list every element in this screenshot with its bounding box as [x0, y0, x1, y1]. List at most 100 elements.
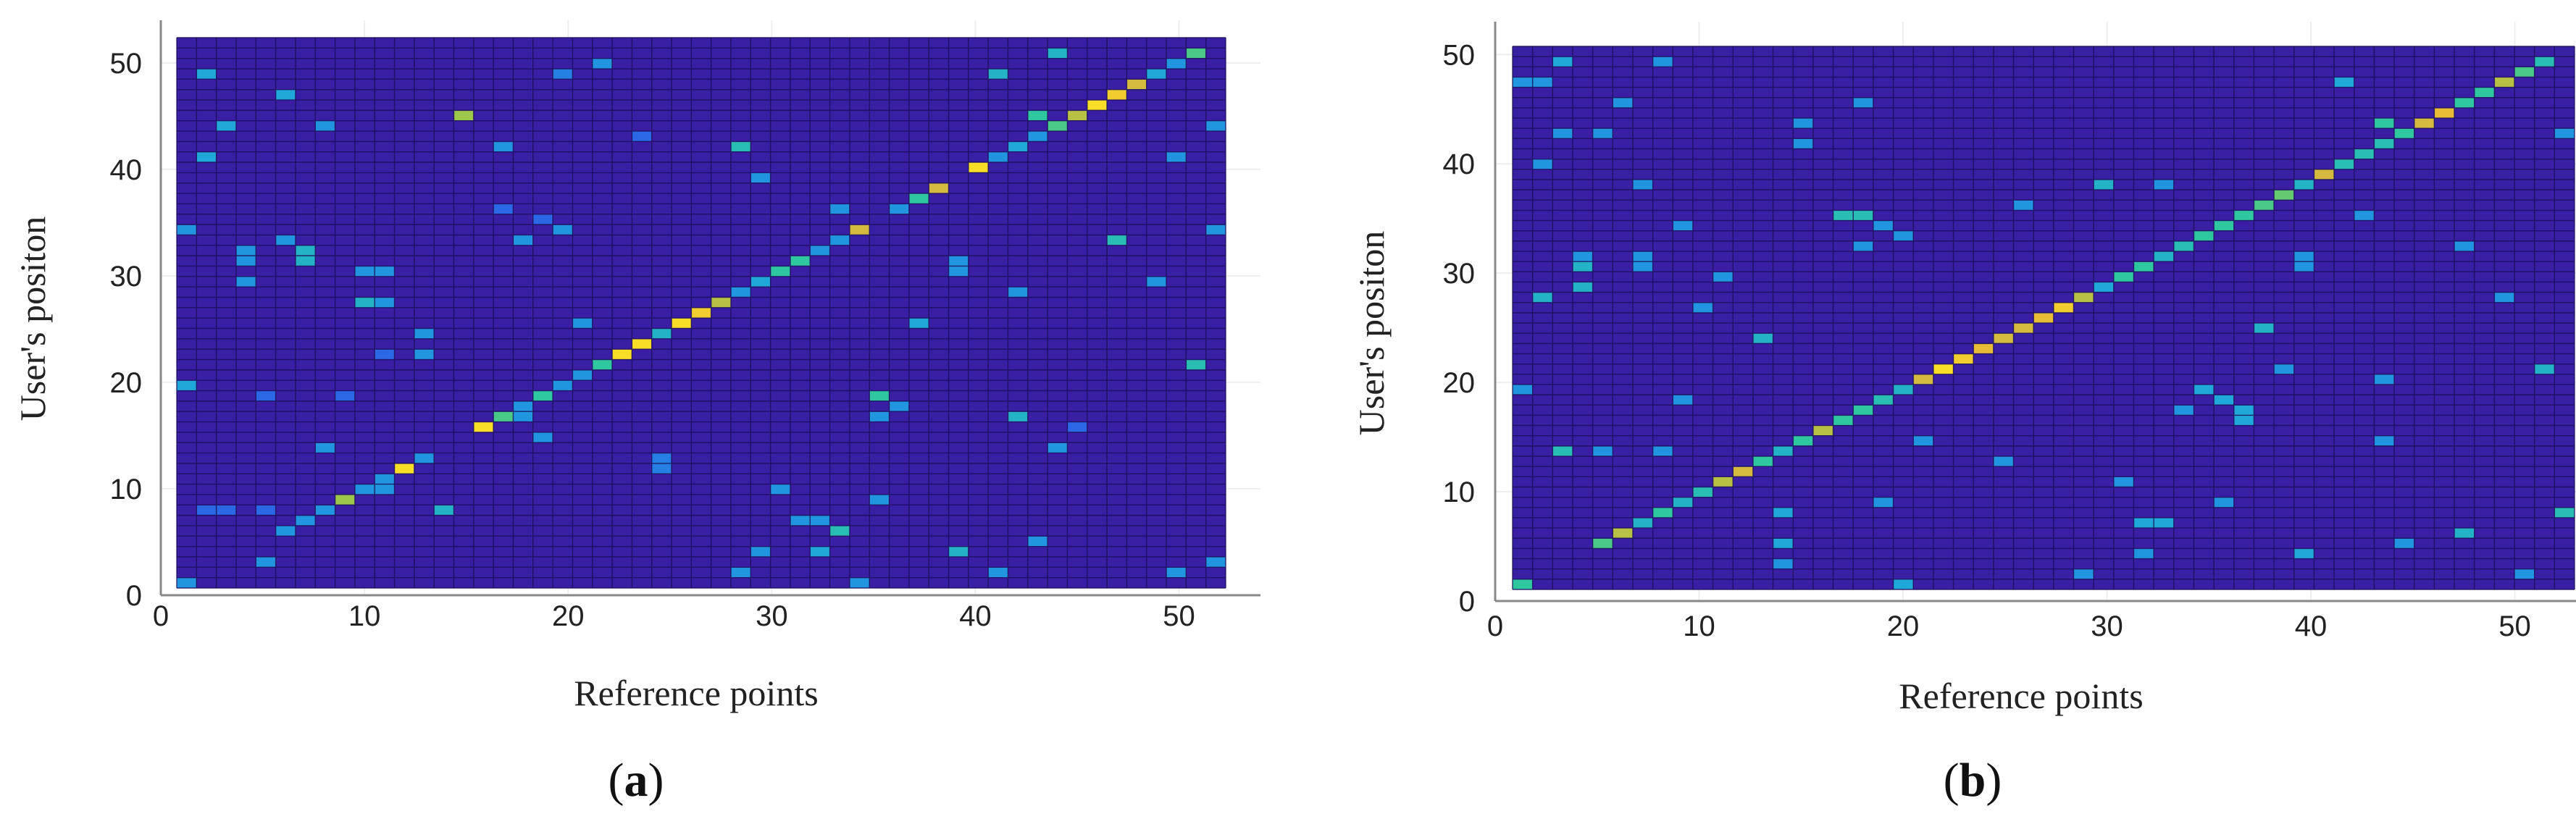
heatmap-cell [2233, 405, 2254, 416]
heatmap-cell [2013, 200, 2034, 211]
heatmap-cell [988, 151, 1008, 163]
heatmap-cell [829, 235, 850, 245]
heatmap-cell [2094, 179, 2114, 190]
heatmap-cell [335, 494, 355, 505]
heatmap-cell [2233, 415, 2254, 426]
x-tick-label: 30 [756, 600, 788, 632]
heatmap-cell [275, 89, 296, 101]
heatmap-cell [493, 411, 514, 422]
heatmap-cell [2394, 128, 2414, 139]
heatmap-cell [354, 484, 375, 495]
heatmap-cell [2254, 323, 2275, 334]
heatmap-cell [770, 266, 790, 277]
heatmap-cell [1027, 536, 1048, 547]
heatmap-cell [532, 214, 553, 225]
heatmap-cell [651, 453, 672, 463]
heatmap-cell [2073, 568, 2094, 579]
y-tick-label: 30 [110, 261, 143, 293]
heatmap-cell [1186, 359, 1206, 370]
caption-b-open: ( [1943, 754, 1960, 807]
heatmap-cell [1873, 395, 1894, 406]
heatmap-cell [810, 546, 830, 557]
heatmap-cell [2293, 548, 2314, 559]
heatmap-cell [1913, 374, 1933, 385]
heatmap-cell [750, 276, 771, 287]
heatmap-cell [493, 203, 514, 214]
heatmap-cell [1752, 456, 1773, 467]
heatmap-cell [1793, 118, 1813, 129]
heatmap-cell [1572, 282, 1593, 293]
heatmap-cell [2454, 97, 2475, 108]
heatmap-cell [1773, 445, 1794, 457]
heatmap-cell [513, 235, 533, 245]
y-tick-label: 0 [126, 580, 142, 612]
heatmap-cell [2394, 538, 2414, 549]
heatmap-cell [889, 400, 909, 412]
heatmap-cell [1873, 220, 1894, 231]
heatmap-cell [1146, 276, 1167, 287]
heatmap-cell [216, 505, 236, 516]
heatmap-cell [434, 505, 454, 516]
heatmap-cell [790, 256, 811, 266]
heatmap-cell [2414, 118, 2435, 129]
heatmap-cell [1833, 210, 1854, 221]
heatmap-cell [414, 328, 435, 339]
heatmap-cell [453, 110, 474, 121]
heatmap-cell [1067, 421, 1087, 432]
heatmap-cell [1513, 77, 1533, 88]
heatmap-cell [1632, 251, 1653, 262]
heatmap-cell [1186, 48, 1206, 59]
heatmap-cell [988, 69, 1008, 80]
heatmap-cell [1773, 558, 1794, 569]
x-axis-title: Reference points [1899, 676, 2143, 716]
x-tick-label: 20 [1887, 610, 1920, 642]
heatmap-cell [1692, 487, 1713, 497]
heatmap-cell [196, 151, 217, 163]
heatmap-cell [513, 411, 533, 422]
heatmap-cell [2494, 77, 2515, 88]
heatmap-cell [196, 505, 217, 516]
heatmap-cell [1752, 333, 1773, 344]
heatmap-cell [2214, 497, 2234, 508]
heatmap-cell [1513, 579, 1533, 589]
heatmap-cell [1513, 384, 1533, 395]
caption-a-letter: a [624, 754, 648, 807]
heatmap-cell [632, 131, 652, 142]
heatmap-cell [1008, 141, 1028, 152]
heatmap-cell [1812, 425, 1833, 436]
heatmap-cell [2133, 548, 2154, 559]
heatmap-cell [592, 359, 613, 370]
y-tick-label: 20 [1443, 367, 1476, 399]
heatmap-cell [1205, 556, 1226, 568]
heatmap-cell [2113, 476, 2134, 487]
heatmap-cell [1993, 333, 2014, 344]
heatmap-cell [1893, 384, 1914, 395]
heatmap-cell [256, 556, 276, 568]
y-tick-label: 20 [110, 367, 143, 399]
y-tick-label: 50 [1443, 39, 1476, 71]
heatmap-cell [354, 297, 375, 308]
heatmap-cell [1853, 210, 1873, 221]
heatmap-cell [473, 421, 494, 432]
x-tick-label: 0 [1487, 610, 1503, 642]
heatmap-cell [295, 515, 316, 526]
heatmap-cell [2494, 292, 2515, 303]
caption-b: (b) [1864, 753, 2081, 808]
heatmap-cell [1166, 151, 1187, 163]
heatmap-cell [2554, 128, 2575, 139]
heatmap-cell [849, 224, 870, 235]
heatmap-cell [2314, 169, 2335, 180]
heatmap-cell [315, 120, 335, 132]
heatmap-cell [553, 380, 573, 391]
heatmap-cell [2354, 210, 2375, 221]
heatmap-cell [750, 172, 771, 183]
heatmap-cell [2534, 364, 2555, 374]
heatmap-cell [2534, 56, 2555, 67]
x-tick-label: 0 [153, 600, 169, 632]
heatmap-cell [1853, 240, 1873, 252]
heatmap-cell [1572, 251, 1593, 262]
x-tick-label: 30 [2091, 610, 2123, 642]
x-tick-label: 10 [348, 600, 381, 632]
heatmap-cell [1893, 579, 1914, 589]
heatmap-cell [2194, 384, 2215, 395]
